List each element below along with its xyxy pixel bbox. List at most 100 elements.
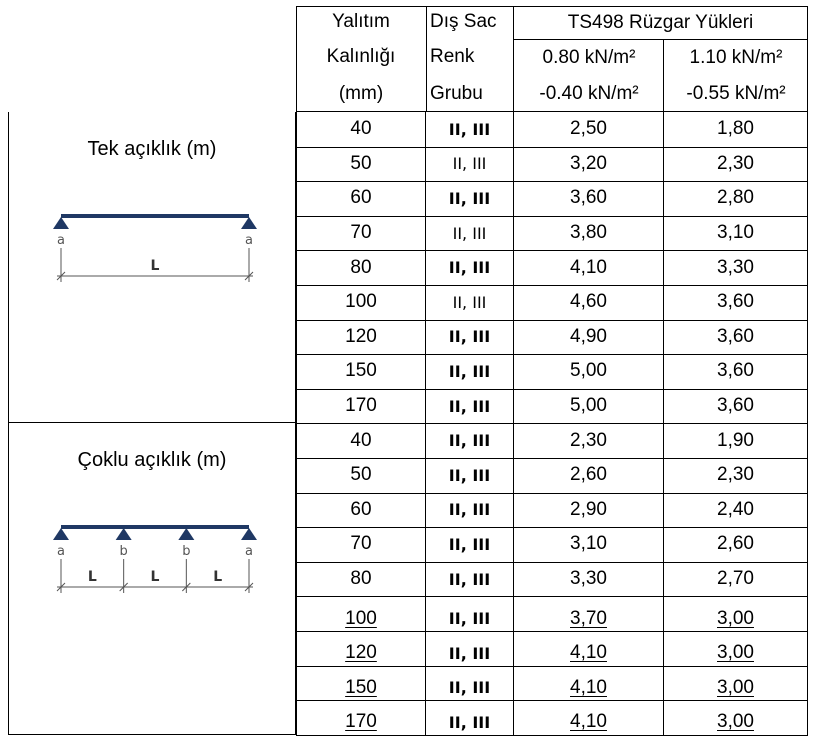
color-group-cell: II, III [426, 319, 514, 356]
wind-load-2-cell: 2,30 [664, 458, 808, 494]
color-group-cell: II, III [426, 285, 514, 321]
wind-load-1-cell: 2,90 [514, 492, 664, 529]
section-label-multi-span: Çoklu açıklık (m) a b b a L L L [8, 423, 296, 735]
load-table: Yalıtım Kalınlığı (mm) Dış Sac Renk Grubu TS49… [8, 6, 808, 736]
thickness-cell-text: 150 [345, 360, 377, 382]
wind-load-1-cell: 3,70 [514, 596, 664, 632]
wind_col2-line: 1.10 kN/m² [689, 47, 783, 68]
wind-load-2-cell: 3,10 [664, 215, 808, 252]
wind-load-1-cell: 3,80 [514, 215, 664, 252]
span-label: L [151, 569, 160, 585]
wind-load-2-cell: 2,40 [664, 492, 808, 529]
wind-load-1-cell: 4,10 [514, 631, 664, 667]
color-group-cell-text: II, III [448, 569, 491, 589]
thickness-cell-text: 60 [350, 187, 372, 209]
wind-load-1-cell-text: 4,10 [570, 711, 607, 733]
color-group-cell-text: II, III [448, 361, 491, 381]
color-group-cell: II, III [426, 146, 514, 183]
beam-diagram: a b b a L L L [53, 525, 257, 594]
support-triangle [241, 528, 257, 541]
support-triangle [53, 528, 69, 541]
wind-load-1-cell-text: 3,70 [570, 607, 607, 629]
header-thickness-line: (mm) [338, 83, 384, 104]
wind-load-1-cell: 5,00 [514, 354, 664, 390]
wind-load-1-cell: 2,60 [514, 458, 664, 494]
thickness-cell-text: 40 [350, 118, 372, 140]
thickness-cell: 80 [296, 250, 426, 286]
wind-load-2-cell: 3,00 [664, 631, 808, 667]
support-label: b [182, 544, 190, 559]
wind-load-2-cell: 3,00 [664, 596, 808, 632]
wind-load-title: TS498 Rüzgar Yükleri [514, 6, 808, 40]
wind-load-1-cell: 4,10 [514, 665, 664, 702]
header-color_group-line: Dış Sac [430, 11, 497, 32]
wind-load-2-cell: 3,00 [664, 665, 808, 702]
thickness-cell-text: 170 [345, 395, 377, 417]
color-group-cell-text: II, III [448, 188, 491, 208]
wind-load-1-cell-text: 2,30 [570, 429, 607, 451]
thickness-cell: 100 [296, 285, 426, 321]
thickness-cell-text: 80 [350, 256, 372, 278]
color-group-cell: II, III [426, 561, 514, 598]
thickness-cell-text: 170 [345, 711, 377, 733]
color-group-cell: II, III [426, 527, 514, 563]
color-group-cell: II, III [426, 700, 514, 736]
support-triangle [178, 528, 195, 541]
thickness-cell-text: 150 [345, 676, 377, 698]
color-group-cell: II, III [426, 492, 514, 529]
thickness-cell: 50 [296, 458, 426, 494]
thickness-cell-text: 60 [350, 498, 372, 520]
thickness-cell-text: 70 [350, 533, 372, 555]
beam-diagram: a a L [53, 214, 257, 282]
wind-load-2-cell-text: 3,00 [717, 676, 754, 698]
wind-load-2-cell-text: 2,70 [717, 568, 754, 590]
thickness-cell: 40 [296, 423, 426, 459]
thickness-cell: 150 [296, 354, 426, 390]
wind-load-1-cell: 2,50 [514, 112, 664, 148]
wind-load-1-cell: 3,30 [514, 561, 664, 598]
wind-load-2-cell: 2,70 [664, 561, 808, 598]
support-label: a [57, 233, 65, 248]
color-group-cell: II, III [426, 354, 514, 390]
thickness-cell-text: 50 [350, 152, 372, 174]
header-thickness-line: Kalınlığı [326, 46, 396, 67]
wind_col1-box [514, 40, 664, 112]
color-group-cell-text: II, III [452, 223, 487, 243]
wind-load-1-cell: 5,00 [514, 388, 664, 425]
header-bottom-rule [296, 111, 808, 112]
color-group-cell: II, III [426, 596, 514, 632]
thickness-cell: 100 [296, 596, 426, 632]
color-group-cell: II, III [426, 250, 514, 286]
support-triangle [115, 528, 132, 541]
wind-load-2-cell-text: 2,40 [717, 498, 754, 520]
thickness-cell: 40 [296, 112, 426, 148]
wind-load-1-cell-text: 4,60 [570, 291, 607, 313]
thickness-cell-text: 120 [345, 642, 377, 664]
color-group-cell-text: II, III [448, 258, 491, 278]
wind-load-2-cell-text: 3,60 [717, 360, 754, 382]
wind-load-2-cell-text: 2,60 [717, 533, 754, 555]
color-group-cell: II, III [426, 423, 514, 459]
header-color_group-line: Grubu [430, 83, 483, 104]
support-triangle [241, 217, 257, 229]
wind-load-1-cell: 4,60 [514, 285, 664, 321]
color-group-cell-text: II, III [452, 292, 487, 312]
wind-load-1-cell-text: 2,50 [570, 118, 607, 140]
color-group-cell-text: II, III [448, 396, 491, 416]
thickness-cell: 70 [296, 527, 426, 563]
thickness-cell-text: 80 [350, 568, 372, 590]
support-label: a [57, 544, 65, 559]
wind-load-1-cell-text: 3,10 [570, 533, 607, 555]
section-title: Çoklu açıklık (m) [77, 449, 227, 472]
thickness-cell: 150 [296, 665, 426, 702]
wind-load-1-cell: 2,30 [514, 423, 664, 459]
wind-load-2-cell-text: 3,30 [717, 256, 754, 278]
wind-load-1-cell-text: 2,60 [570, 464, 607, 486]
wind-load-2-cell: 3,00 [664, 700, 808, 736]
thickness-cell-text: 100 [345, 607, 377, 629]
wind-load-1-cell: 4,10 [514, 250, 664, 286]
wind-load-2-cell-text: 1,90 [717, 429, 754, 451]
wind-load-2-cell: 3,30 [664, 250, 808, 286]
thickness-cell: 60 [296, 181, 426, 217]
wind_col2-line: -0.55 kN/m² [686, 83, 786, 104]
